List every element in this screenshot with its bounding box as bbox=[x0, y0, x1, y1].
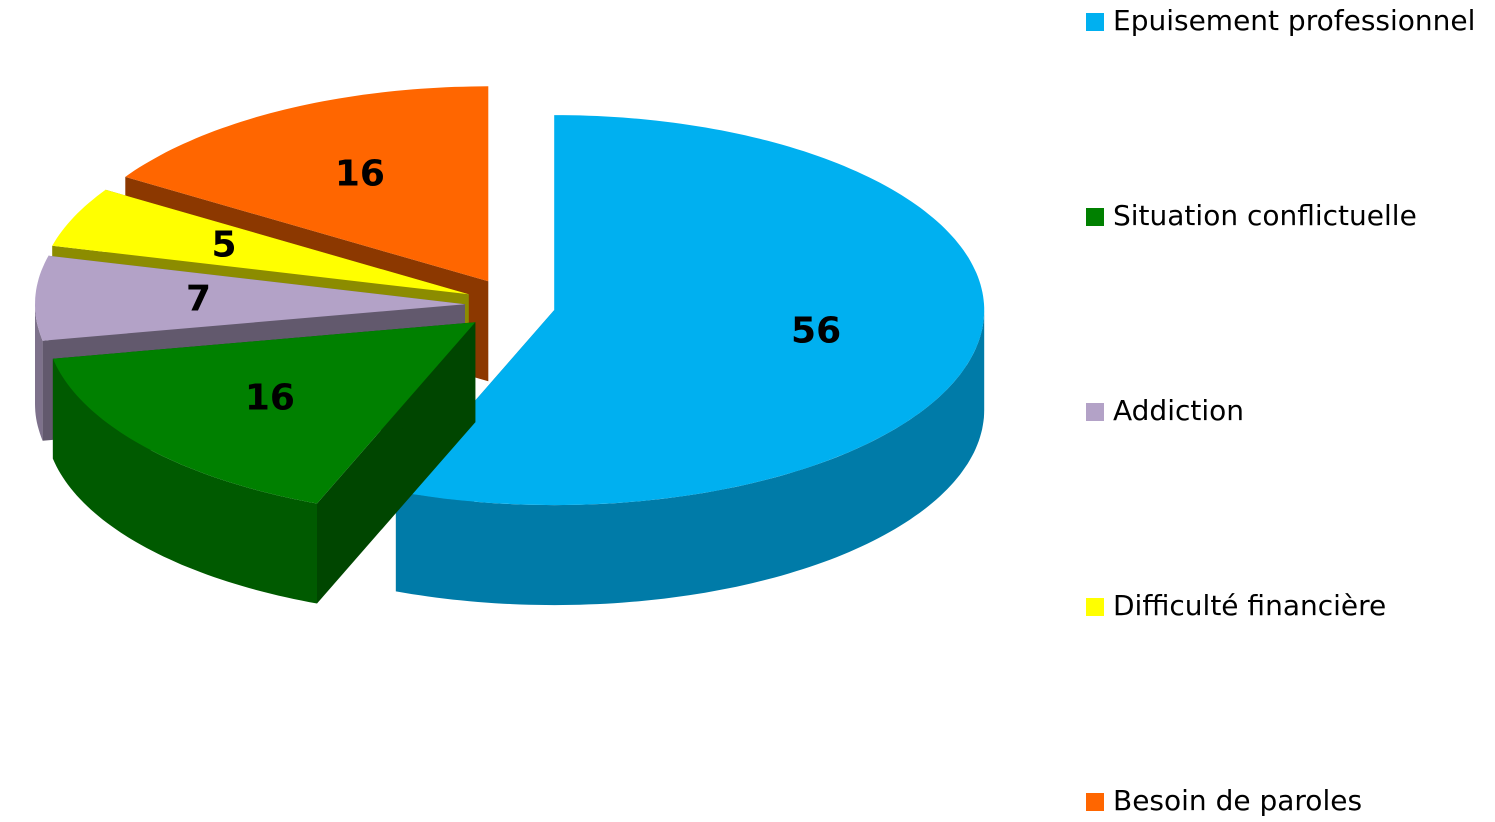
slice-side bbox=[395, 310, 985, 606]
legend-label: Epuisement professionnel bbox=[1113, 4, 1475, 37]
value-label: 5 bbox=[211, 224, 236, 265]
slice-side bbox=[52, 358, 318, 604]
legend-swatch bbox=[1086, 208, 1104, 226]
slice bbox=[395, 115, 985, 606]
legend-label: Besoin de paroles bbox=[1113, 784, 1362, 817]
slice bbox=[52, 322, 476, 604]
slice-top bbox=[395, 115, 985, 506]
slice-top bbox=[35, 255, 465, 341]
legend-label: Situation conflictuelle bbox=[1113, 199, 1417, 232]
value-label: 16 bbox=[245, 377, 295, 418]
legend-label: Addiction bbox=[1113, 394, 1244, 427]
legend-swatch bbox=[1086, 598, 1104, 616]
value-label: 56 bbox=[791, 311, 841, 352]
slice-top bbox=[125, 86, 489, 282]
slice-side bbox=[35, 304, 43, 441]
legend-swatch bbox=[1086, 793, 1104, 811]
slice-top bbox=[52, 322, 476, 504]
legend-swatch bbox=[1086, 13, 1104, 31]
legend-swatch bbox=[1086, 403, 1104, 421]
slice-top bbox=[52, 189, 469, 295]
value-label: 7 bbox=[186, 278, 211, 319]
legend-label: Difficulté financière bbox=[1113, 589, 1386, 622]
value-label: 16 bbox=[335, 153, 385, 194]
